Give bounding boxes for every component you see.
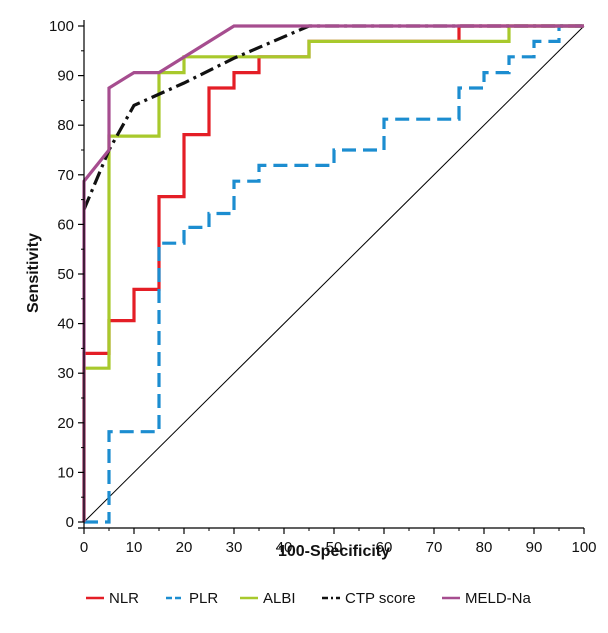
legend-label-ctp-score: CTP score <box>345 590 416 607</box>
series-line-albi <box>82 24 584 522</box>
y-tick-label: 50 <box>57 266 74 283</box>
axis-layer: 0 10 20 30 40 50 60 70 80 90 100 0 10 20 30 40 50 60 70 80 9… <box>49 18 597 556</box>
x-tick-label: 100 <box>571 539 596 556</box>
x-tick-label: 50 <box>326 539 343 556</box>
x-tick-label: 60 <box>376 539 393 556</box>
x-tick-label: 70 <box>426 539 443 556</box>
y-tick-label: 60 <box>57 216 74 233</box>
x-tick-label: 20 <box>176 539 193 556</box>
y-tick-label: 30 <box>57 365 74 382</box>
x-axis-title: 100-Specificity <box>278 543 390 560</box>
series-line-plr <box>84 24 584 524</box>
x-tick-label: 10 <box>126 539 143 556</box>
y-tick-label: 40 <box>57 316 74 333</box>
series-line-meld-na <box>82 24 584 522</box>
y-tick-label: 100 <box>49 18 74 35</box>
y-tick-label: 10 <box>57 464 74 481</box>
x-tick-label: 40 <box>276 539 293 556</box>
legend-label-albi: ALBI <box>263 590 296 607</box>
x-tick-label: 0 <box>80 539 88 556</box>
legend-label-plr: PLR <box>189 590 218 607</box>
legend-label-meld-na: MELD-Na <box>465 590 532 607</box>
y-tick-label: 20 <box>57 415 74 432</box>
y-tick-label: 0 <box>66 514 74 531</box>
series-layer <box>82 24 584 524</box>
x-tick-label: 30 <box>226 539 243 556</box>
x-tick-label: 90 <box>526 539 543 556</box>
reference-diagonal-line <box>83 25 585 523</box>
y-tick-label: 90 <box>57 68 74 85</box>
reference-diagonal-layer <box>83 25 585 523</box>
y-tick-label: 70 <box>57 167 74 184</box>
y-tick-label: 80 <box>57 117 74 134</box>
legend-label-nlr: NLR <box>109 590 139 607</box>
legend: NLR PLR ALBI CTP score MELD-Na <box>86 590 532 607</box>
y-axis-title: Sensitivity <box>25 233 42 313</box>
x-tick-label: 80 <box>476 539 493 556</box>
